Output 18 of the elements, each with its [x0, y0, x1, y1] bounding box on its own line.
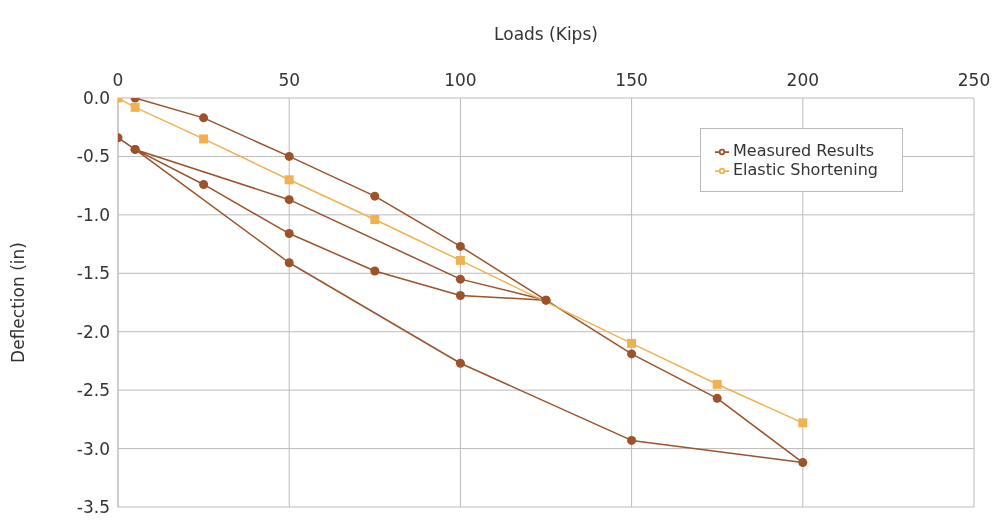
- x-axis-title: Loads (Kips): [494, 24, 598, 45]
- y-tick-label: -1.0: [76, 204, 110, 225]
- x-tick-label: 200: [786, 70, 820, 90]
- legend-label: Measured Results: [733, 141, 875, 160]
- y-tick-label: -2.5: [76, 380, 110, 401]
- y-tick-label: -3.0: [76, 438, 110, 459]
- y-axis-title: Deflection (in): [8, 242, 29, 363]
- y-tick-label: -1.5: [76, 263, 110, 284]
- x-tick-label: 50: [278, 70, 301, 90]
- legend-label: Elastic Shortening: [733, 160, 878, 179]
- x-tick-label: 150: [615, 70, 648, 90]
- x-tick-label: 0: [112, 70, 124, 90]
- x-tick-label: 100: [444, 70, 477, 90]
- y-tick-label: -0.5: [76, 146, 110, 167]
- x-tick-label: 250: [957, 70, 991, 90]
- y-tick-label: -3.5: [76, 497, 110, 518]
- y-tick-label: -2.0: [76, 321, 110, 342]
- y-tick-label: 0.0: [82, 88, 110, 109]
